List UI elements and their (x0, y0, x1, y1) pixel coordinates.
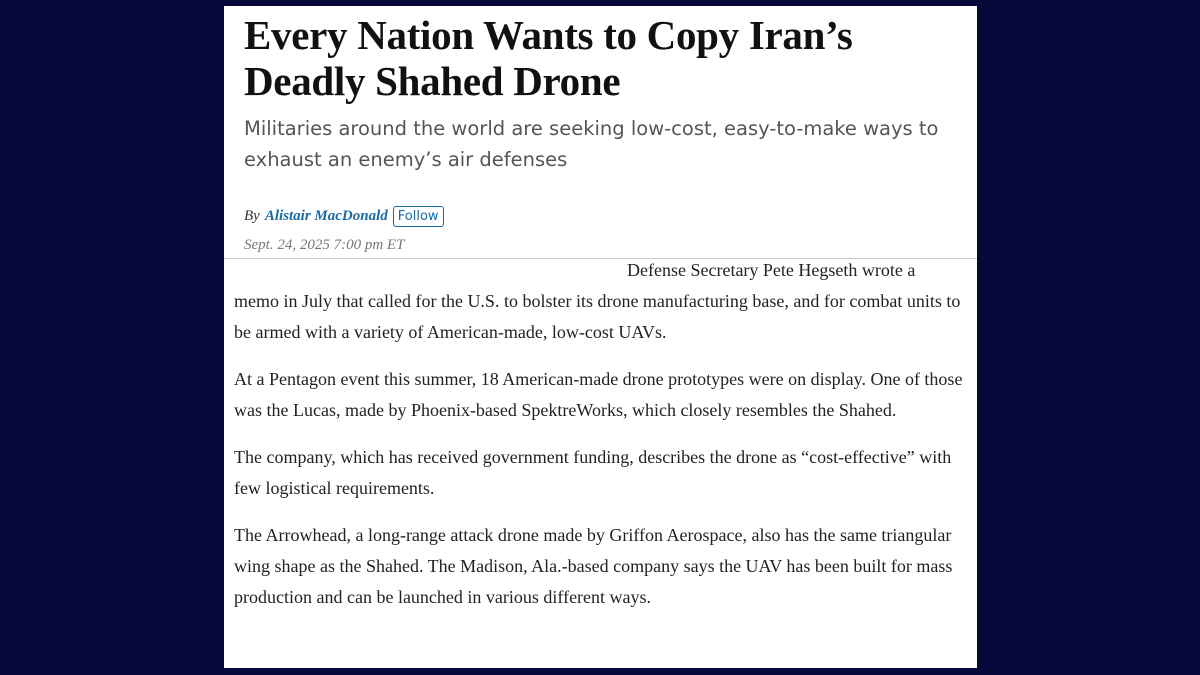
byline: By Alistair MacDonald Follow (244, 206, 444, 227)
byline-prefix: By (244, 208, 260, 224)
paragraph: The Arrowhead, a long-range attack drone… (234, 525, 953, 607)
headline: Every Nation Wants to Copy Iran’s Deadly… (244, 12, 853, 104)
article-body: Defense Secretary Pete Hegseth wrote a m… (224, 259, 977, 668)
paragraph: Defense Secretary Pete Hegseth wrote a m… (234, 260, 961, 342)
author-link[interactable]: Alistair MacDonald (264, 208, 388, 224)
follow-button[interactable]: Follow (392, 206, 444, 227)
paragraph: The company, which has received governme… (234, 447, 952, 498)
article-header: Every Nation Wants to Copy Iran’s Deadly… (224, 6, 977, 259)
paragraph: At a Pentagon event this summer, 18 Amer… (234, 369, 963, 420)
paragraphs: Defense Secretary Pete Hegseth wrote a m… (234, 259, 964, 629)
dek: Militaries around the world are seeking … (244, 117, 939, 171)
date: Sept. 24, 2025 7:00 pm ET (244, 237, 405, 253)
